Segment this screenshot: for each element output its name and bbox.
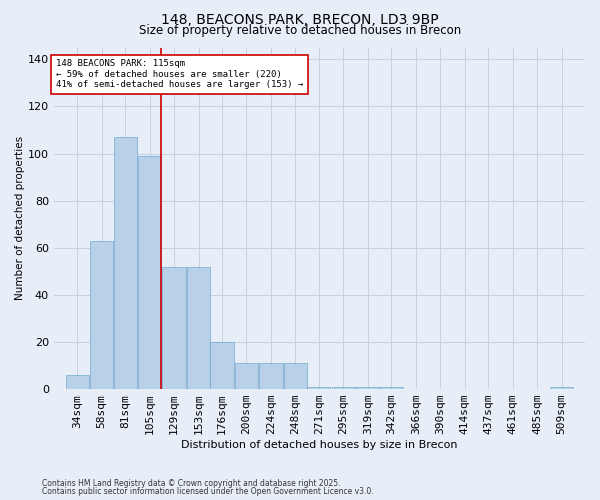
Bar (259, 363, 283, 389)
Bar (380, 386, 403, 389)
Bar (332, 386, 355, 389)
Bar (187, 266, 210, 389)
Bar (356, 386, 379, 389)
Text: 148, BEACONS PARK, BRECON, LD3 9BP: 148, BEACONS PARK, BRECON, LD3 9BP (161, 12, 439, 26)
X-axis label: Distribution of detached houses by size in Brecon: Distribution of detached houses by size … (181, 440, 458, 450)
Y-axis label: Number of detached properties: Number of detached properties (15, 136, 25, 300)
Bar (235, 363, 258, 389)
Text: 148 BEACONS PARK: 115sqm
← 59% of detached houses are smaller (220)
41% of semi-: 148 BEACONS PARK: 115sqm ← 59% of detach… (56, 60, 303, 89)
Bar (550, 386, 573, 389)
Text: Contains HM Land Registry data © Crown copyright and database right 2025.: Contains HM Land Registry data © Crown c… (42, 478, 341, 488)
Bar (307, 386, 331, 389)
Bar (138, 156, 161, 389)
Bar (90, 240, 113, 389)
Bar (284, 363, 307, 389)
Bar (211, 342, 233, 389)
Bar (113, 137, 137, 389)
Bar (163, 266, 185, 389)
Text: Contains public sector information licensed under the Open Government Licence v3: Contains public sector information licen… (42, 487, 374, 496)
Text: Size of property relative to detached houses in Brecon: Size of property relative to detached ho… (139, 24, 461, 37)
Bar (65, 375, 89, 389)
